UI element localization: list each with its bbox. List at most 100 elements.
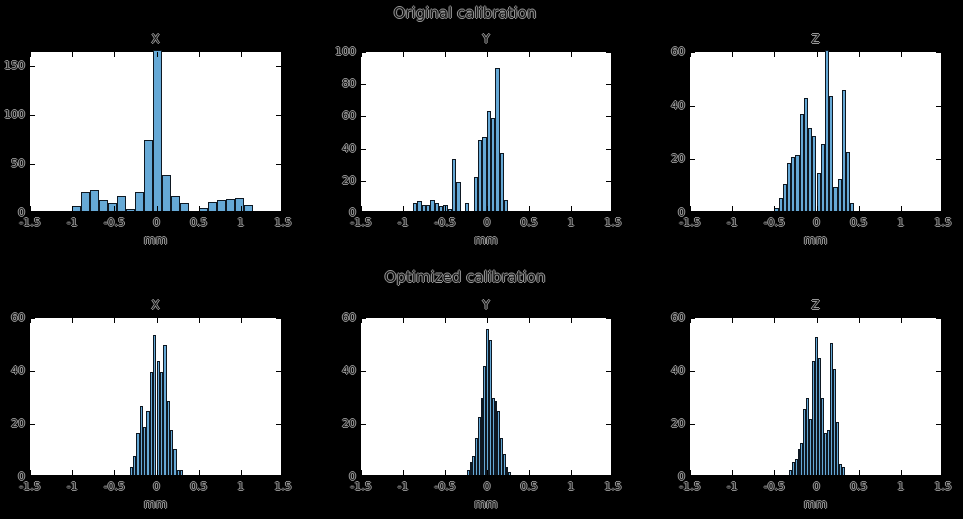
x-tick-mark <box>732 206 734 211</box>
subplot-title: Y <box>482 32 490 46</box>
histogram-bar <box>156 361 160 475</box>
histogram-bar <box>173 448 177 475</box>
histogram-bar <box>430 199 435 211</box>
x-tick-mark <box>114 52 116 57</box>
x-tick-mark <box>858 470 860 475</box>
y-tick-mark <box>936 318 941 319</box>
x-tick-label: 0.5 <box>189 480 208 493</box>
x-tick-label: 0.5 <box>520 216 538 229</box>
y-tick-mark <box>361 52 366 53</box>
x-tick-mark <box>900 318 902 323</box>
histogram-bar <box>832 369 836 475</box>
x-tick-label: 1.5 <box>274 216 292 229</box>
y-tick-mark <box>361 213 366 214</box>
x-tick-mark <box>30 206 31 211</box>
histogram-bar <box>480 398 484 475</box>
x-tick-mark <box>816 470 818 475</box>
histogram-bar <box>497 411 501 475</box>
histogram-bar <box>417 201 422 211</box>
histogram-bar <box>207 202 217 211</box>
x-tick-mark <box>487 318 488 323</box>
histogram-bar <box>505 467 509 475</box>
x-tick-label: 1 <box>567 480 575 493</box>
x-tick-label: -1.5 <box>350 480 372 493</box>
histogram-bar <box>126 209 136 211</box>
histogram-bar <box>846 151 851 211</box>
x-tick-mark <box>30 52 31 57</box>
x-axis-label: mm <box>474 233 498 247</box>
x-tick-mark <box>361 318 362 323</box>
histogram-bar <box>816 173 821 211</box>
y-tick-mark <box>690 52 695 53</box>
histogram-bar <box>135 192 145 211</box>
histogram-bar <box>90 190 100 211</box>
y-tick-mark <box>276 371 281 372</box>
x-tick-mark <box>361 206 362 211</box>
histogram-bar <box>243 205 253 211</box>
x-tick-mark <box>445 206 446 211</box>
histogram-bar <box>486 111 492 211</box>
histogram-bar <box>809 419 813 475</box>
histogram-bar <box>117 196 127 211</box>
x-tick-label: -0.5 <box>434 480 456 493</box>
histogram-bar <box>818 358 822 475</box>
y-tick-mark <box>606 424 611 425</box>
subplot-title: Z <box>811 298 820 312</box>
histogram-bar <box>803 408 807 475</box>
x-tick-mark <box>690 206 691 211</box>
x-tick-mark <box>445 318 446 323</box>
x-tick-label: 1.5 <box>274 480 292 493</box>
x-tick-label: -1.5 <box>679 480 701 493</box>
x-tick-label: -1.5 <box>679 216 701 229</box>
x-tick-label: 0.5 <box>849 480 868 493</box>
subplot-title: X <box>151 32 160 46</box>
x-tick-mark <box>774 470 776 475</box>
y-tick-mark <box>361 318 366 319</box>
histogram-bar <box>815 337 819 475</box>
y-tick-label: 60 <box>11 311 25 324</box>
y-tick-mark <box>690 477 695 478</box>
histogram-bar <box>483 366 487 475</box>
x-tick-mark <box>240 318 242 323</box>
y-tick-mark <box>361 180 366 182</box>
histogram-bar <box>132 456 137 475</box>
x-tick-mark <box>816 206 818 211</box>
y-tick-mark <box>606 180 611 182</box>
x-tick-label: -0.5 <box>434 216 456 229</box>
x-tick-mark <box>445 52 446 57</box>
histogram-bar <box>478 140 483 211</box>
histogram-bar <box>447 209 453 211</box>
histogram-bar <box>841 467 845 475</box>
histogram-bar <box>434 202 440 211</box>
histogram-bar <box>778 197 783 211</box>
x-tick-label: 1.5 <box>604 216 622 229</box>
y-tick-mark <box>606 148 611 150</box>
histogram-bar <box>129 467 133 475</box>
histogram-bar <box>812 135 817 211</box>
y-tick-mark <box>361 116 366 118</box>
histogram-bar <box>153 334 157 475</box>
x-tick-mark <box>774 318 776 323</box>
x-tick-mark <box>732 52 734 57</box>
histogram-bar <box>502 453 506 475</box>
x-tick-label: 1 <box>897 480 905 493</box>
histogram-bar <box>812 361 816 475</box>
x-tick-mark <box>114 470 116 475</box>
row-title-original: Original calibration <box>393 4 537 22</box>
x-tick-label: 1.5 <box>934 216 952 229</box>
histogram-bar <box>452 159 457 211</box>
y-tick-label: 40 <box>671 98 685 112</box>
histogram-bar <box>824 432 828 475</box>
histogram-bar <box>159 371 164 475</box>
x-tick-mark <box>283 52 284 57</box>
y-tick-mark <box>936 52 941 53</box>
x-tick-label: -1 <box>397 480 409 493</box>
x-tick-mark <box>114 206 116 211</box>
subplot-title: Z <box>811 32 820 46</box>
x-tick-label: -0.5 <box>103 216 126 229</box>
histogram-bar <box>508 472 512 475</box>
y-tick-label: 50 <box>11 156 25 170</box>
histogram-bar <box>216 200 226 211</box>
histogram-bar <box>163 345 167 475</box>
